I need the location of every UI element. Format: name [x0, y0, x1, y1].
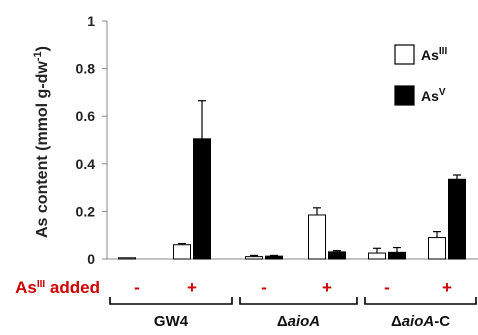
- bar: [388, 251, 406, 260]
- y-tick-label: 0.4: [76, 156, 96, 172]
- group-label-italic: aioA: [402, 313, 435, 330]
- group-label: ΔaioA-C: [391, 313, 450, 330]
- group-label-pre: Δ: [277, 313, 288, 330]
- treatment-sign: +: [322, 278, 332, 297]
- legend-label: AsV: [421, 87, 446, 104]
- group-labels: GW4 ΔaioA ΔaioA-C: [109, 297, 477, 330]
- group-label-pre: GW4: [154, 313, 189, 330]
- treatment-sign: -: [261, 278, 267, 297]
- bar: [245, 256, 263, 260]
- bar: [173, 244, 191, 260]
- y-tick-label: 0.8: [76, 61, 96, 77]
- bar: [328, 251, 346, 260]
- treatment-row-label-sup: III: [37, 279, 46, 290]
- group-bracket: [109, 297, 233, 305]
- legend-label-sup: V: [439, 87, 446, 98]
- group-label: ΔaioA: [277, 313, 320, 330]
- legend-label-sup: III: [439, 46, 448, 57]
- error-bars: [178, 100, 461, 257]
- y-tick-label: 1: [87, 13, 95, 29]
- treatment-sign: -: [384, 278, 390, 297]
- bar: [118, 257, 136, 260]
- group-bracket: [239, 297, 358, 305]
- y-tick-label: 0: [87, 251, 95, 267]
- y-tick-label: 0.6: [76, 108, 96, 124]
- treatment-sign: +: [187, 278, 197, 297]
- treatment-sign: -: [134, 278, 140, 297]
- bar: [308, 214, 326, 260]
- y-tick-label: 0.2: [76, 203, 96, 219]
- treatment-row-label-main: As: [15, 278, 37, 297]
- legend-label-main: As: [421, 47, 439, 63]
- y-axis-label: As content (mmol g-dw-1): [32, 46, 51, 238]
- y-axis-label-sup: -1: [32, 51, 44, 61]
- y-axis-label-end: ): [34, 46, 51, 51]
- group-label-italic: aioA: [288, 313, 321, 330]
- bar: [265, 255, 283, 260]
- group-label: GW4: [154, 313, 189, 330]
- y-axis-label-main: As content (mmol g-dw: [34, 61, 51, 238]
- bar: [428, 237, 446, 260]
- treatment-sign: +: [442, 278, 452, 297]
- treatment-row: AsIII added - + - + - +: [15, 278, 452, 297]
- treatment-row-label-end: added: [45, 278, 100, 297]
- legend-label-main: As: [421, 88, 439, 104]
- group-label-post: -C: [434, 313, 450, 330]
- bar: [448, 178, 466, 260]
- axes: [106, 21, 478, 260]
- treatment-row-label: AsIII added: [15, 278, 100, 297]
- legend-label: AsIII: [421, 46, 447, 63]
- bar: [368, 252, 386, 260]
- group-bracket: [364, 297, 477, 305]
- bar: [193, 138, 211, 260]
- y-ticks: 0 0.2 0.4 0.6 0.8 1: [76, 13, 107, 267]
- group-label-pre: Δ: [391, 313, 402, 330]
- legend-swatch: [394, 85, 415, 106]
- bars: [118, 138, 466, 260]
- legend-swatch: [394, 44, 415, 65]
